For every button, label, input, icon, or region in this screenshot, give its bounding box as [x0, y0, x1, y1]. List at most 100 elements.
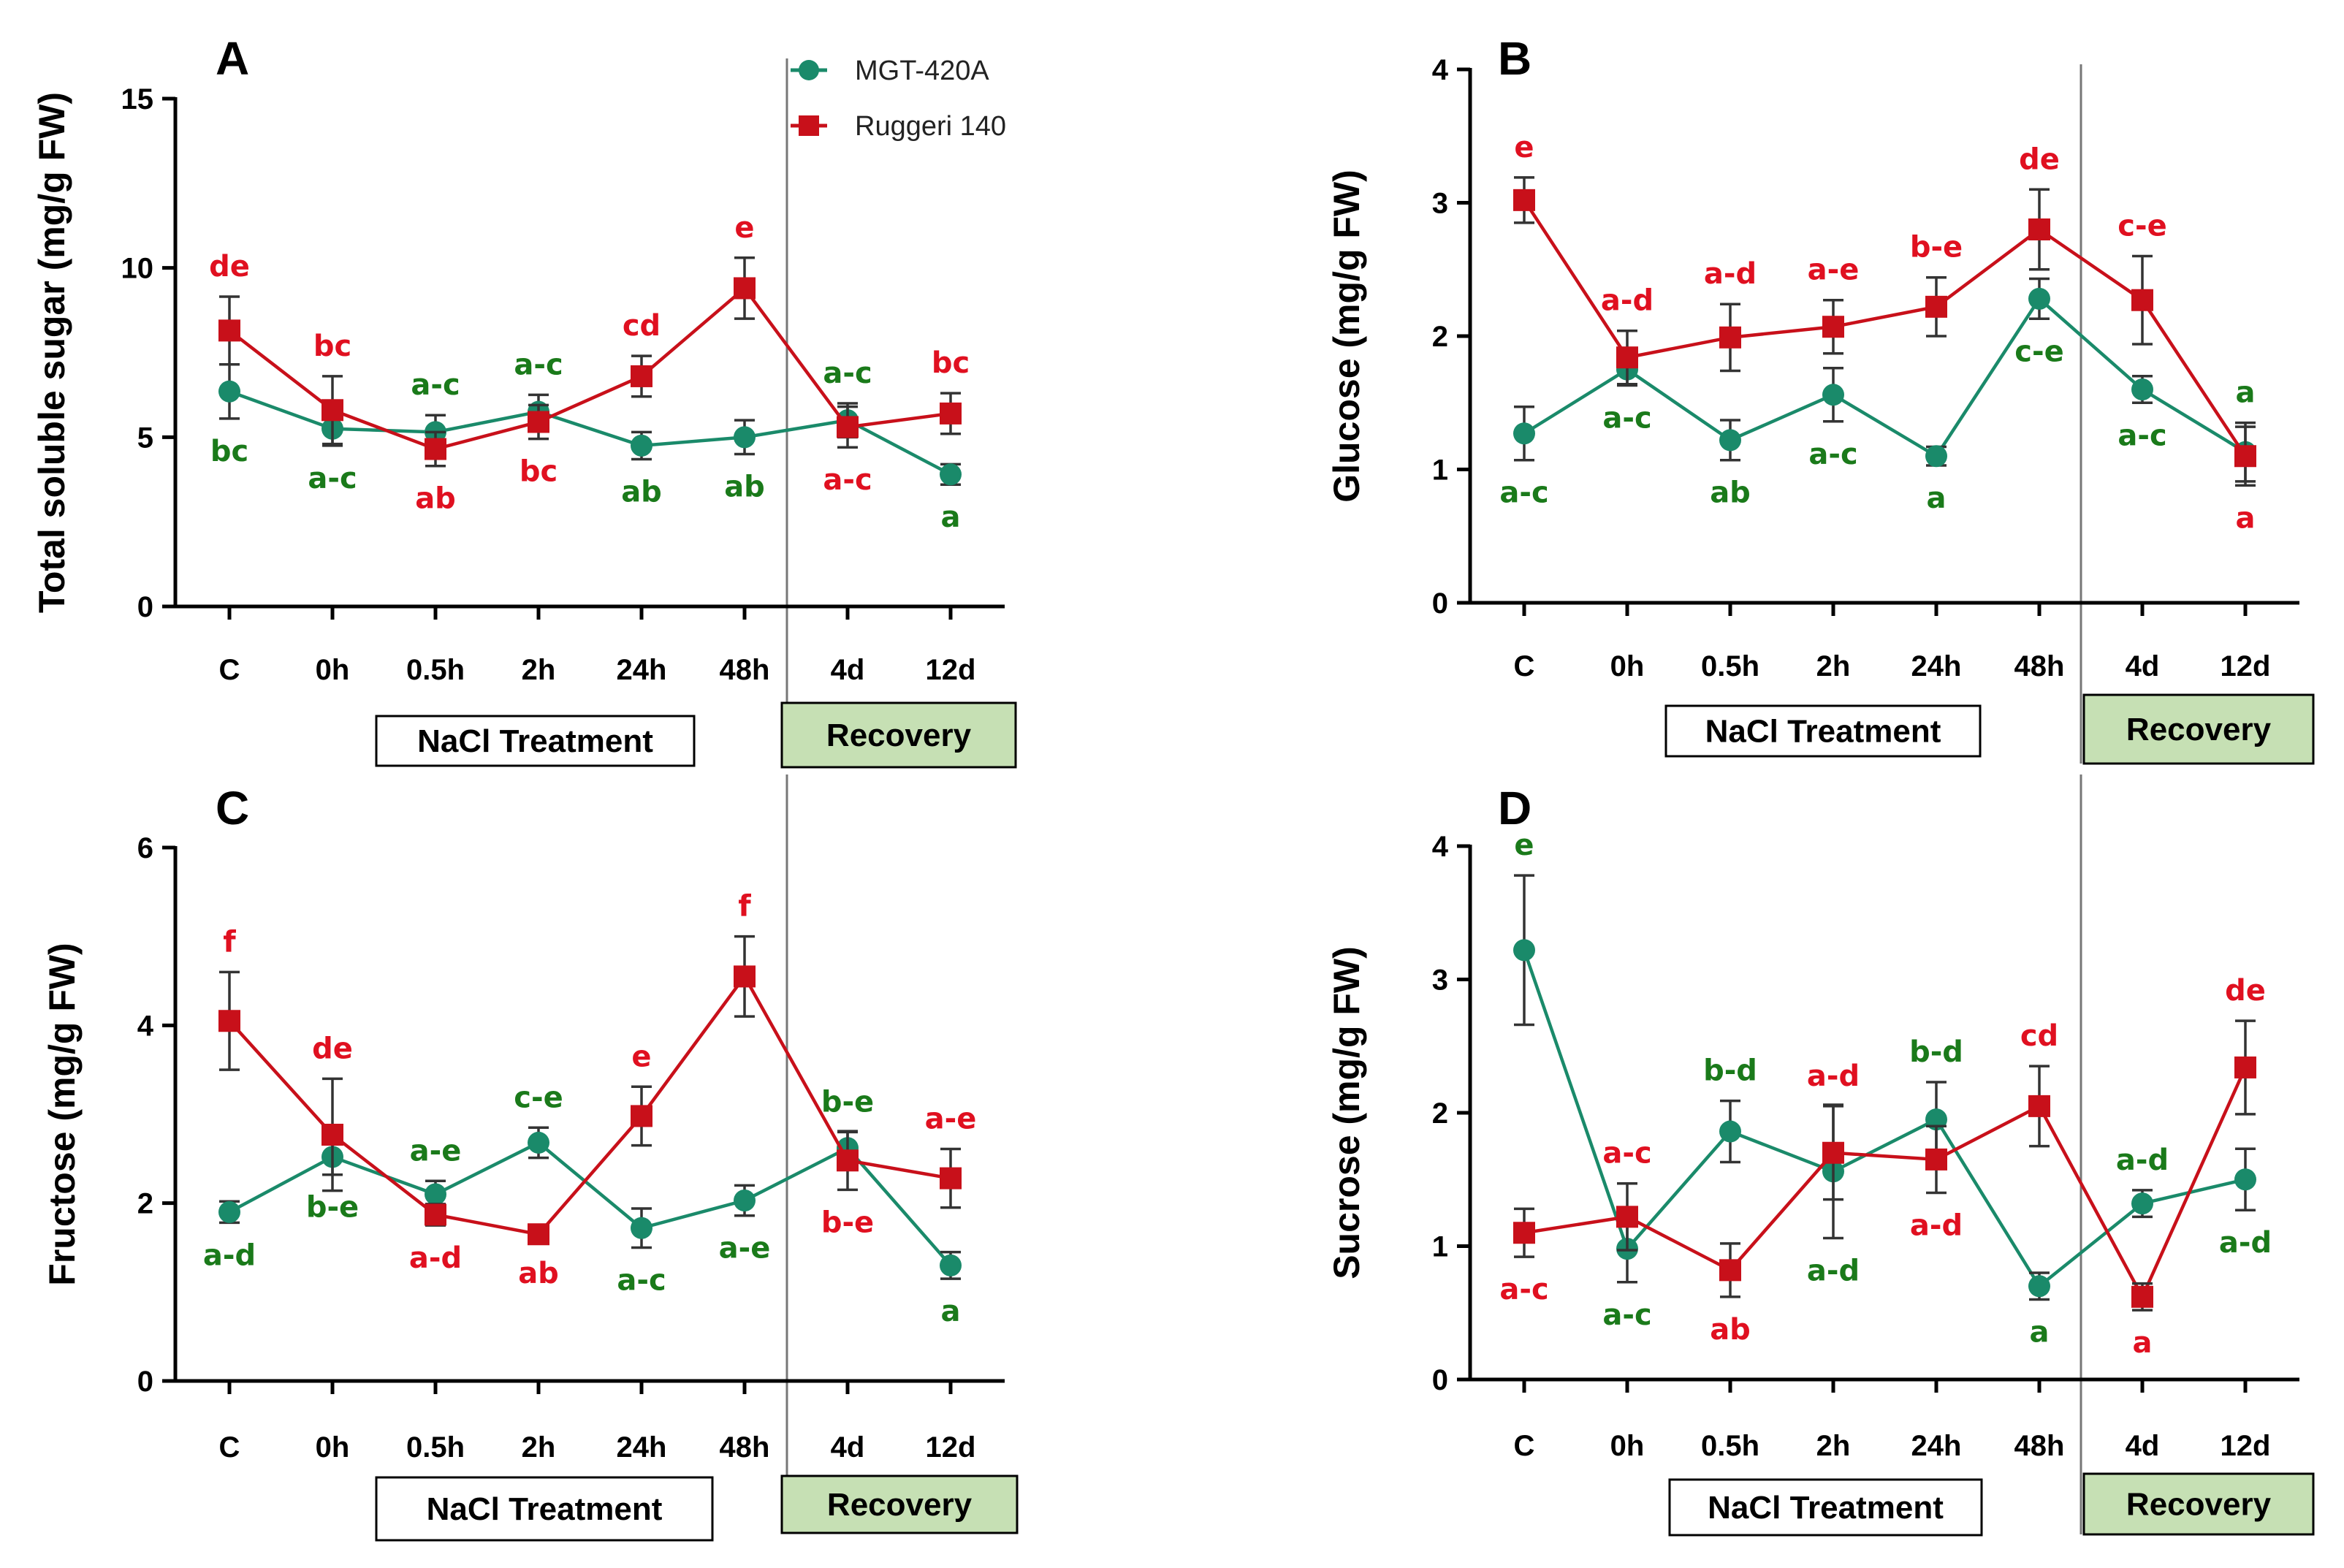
legend-mgt-marker: [799, 60, 819, 80]
significance-label: a-c: [1602, 402, 1651, 435]
significance-label: a: [2236, 501, 2256, 535]
data-point: [631, 434, 652, 457]
x-tick-label: 24h: [617, 654, 667, 686]
nacl-treatment-label: NaCl Treatment: [427, 1491, 663, 1527]
x-tick-label: 0.5h: [406, 1431, 465, 1464]
significance-label: a: [1927, 482, 1947, 515]
series-mgt-420a: e a-c b-d a-d b-d a a-d a-d: [1513, 829, 2272, 1350]
x-tick-label: 0h: [316, 654, 350, 686]
significance-label: ab: [1710, 1313, 1751, 1347]
nacl-treatment-box: [1668, 1478, 1983, 1537]
x-tick-label: 12d: [2221, 650, 2271, 682]
series-ruggeri-140: de bc ab bc cd e a-c bc: [209, 211, 970, 516]
series-line: [1523, 296, 2247, 459]
legend-mgt-label: MGT-420A: [855, 56, 989, 86]
y-tick-label: 5: [137, 422, 153, 454]
panel-letter: C: [216, 782, 249, 834]
data-point: [425, 438, 446, 460]
significance-label: a-c: [411, 368, 460, 402]
significance-label: e: [1514, 829, 1534, 862]
significance-label: de: [2225, 974, 2266, 1008]
y-tick-label: 6: [137, 832, 153, 864]
significance-label: bc: [210, 435, 248, 468]
y-tick-label: 2: [137, 1188, 153, 1220]
significance-label: a-c: [514, 348, 563, 381]
significance-label: a-c: [1602, 1298, 1651, 1332]
data-point: [2131, 1192, 2153, 1215]
data-point: [2028, 287, 2050, 310]
data-point: [2131, 378, 2153, 400]
y-tick-label: 2: [1432, 321, 1448, 353]
x-tick-label: 48h: [2014, 650, 2065, 682]
data-point: [734, 1190, 756, 1212]
x-tick-label: 24h: [617, 1431, 667, 1464]
nacl-treatment-label: NaCl Treatment: [1705, 714, 1941, 750]
data-point: [2131, 1285, 2153, 1308]
data-point: [940, 1167, 962, 1190]
x-tick-label: 48h: [2014, 1430, 2065, 1462]
x-tick-label: 24h: [1911, 650, 1962, 682]
data-point: [1822, 384, 1844, 406]
series-ruggeri-140: a-c a-c ab a-d a-d cd a de: [1499, 974, 2266, 1360]
significance-label: b-d: [1703, 1054, 1757, 1088]
data-point: [2131, 289, 2153, 311]
significance-label: a-d: [2116, 1143, 2169, 1177]
data-point: [1719, 1120, 1741, 1143]
x-tick-label: 12d: [926, 1431, 976, 1464]
data-point: [1925, 445, 1947, 468]
data-point: [1925, 1148, 1947, 1171]
data-point: [631, 1217, 652, 1239]
significance-label: a: [941, 501, 961, 534]
data-point: [2028, 1095, 2050, 1117]
series-mgt-420a: bc a-c a-c a-c ab ab a-c a: [210, 348, 962, 534]
significance-label: ab: [518, 1257, 559, 1290]
y-tick-label: 2: [1432, 1097, 1448, 1130]
series-line: [1523, 199, 2247, 457]
y-axis-label: Total soluble sugar (mg/g FW): [31, 92, 72, 613]
x-tick-label: 2h: [1816, 650, 1851, 682]
data-point: [425, 1203, 446, 1226]
x-tick-label: 0.5h: [1701, 650, 1759, 682]
significance-label: a-c: [2117, 419, 2166, 452]
significance-label: a-c: [617, 1264, 666, 1298]
x-tick-label: 4d: [831, 654, 865, 686]
x-tick-label: 4d: [2126, 1430, 2160, 1462]
y-axis-label: Glucose (mg/g FW): [1326, 170, 1367, 503]
x-tick-label: 0h: [1610, 1430, 1645, 1462]
significance-label: de: [209, 250, 250, 283]
significance-label: c-e: [2014, 335, 2063, 368]
panel-letter: D: [1498, 782, 1531, 834]
y-tick-label: 0: [137, 591, 153, 623]
panel-letter: B: [1498, 32, 1531, 85]
data-point: [1719, 326, 1741, 349]
series-line: [228, 1141, 952, 1267]
data-point: [1719, 429, 1741, 452]
y-tick-label: 1: [1432, 1231, 1448, 1263]
x-tick-label: C: [219, 1431, 240, 1464]
data-point: [2234, 445, 2256, 468]
significance-label: c-e: [514, 1081, 563, 1114]
data-point: [218, 1010, 240, 1032]
y-tick-label: 1: [1432, 454, 1448, 487]
y-axis-label: Sucrose (mg/g FW): [1326, 946, 1367, 1279]
nacl-treatment-box: [1664, 704, 1982, 758]
x-tick-label: 4d: [2126, 650, 2160, 682]
data-point: [1513, 189, 1535, 211]
panel-letter: A: [216, 32, 249, 85]
significance-label: a-d: [1807, 1255, 1860, 1288]
data-point: [528, 1131, 549, 1154]
x-tick-label: 48h: [720, 1431, 770, 1464]
significance-label: a-d: [203, 1238, 256, 1272]
data-point: [631, 365, 652, 387]
significance-label: de: [312, 1032, 353, 1065]
significance-label: ab: [415, 482, 456, 516]
x-tick-label: 0h: [1610, 650, 1645, 682]
panel-c: 0 2 4 6 C 0h 0.5h 2h 24h 48h 4d 12d Fructose (mg/g F…: [42, 775, 1019, 1542]
data-point: [528, 411, 549, 433]
significance-label: b-d: [1909, 1035, 1963, 1069]
significance-label: cd: [623, 309, 661, 343]
data-point: [218, 380, 240, 403]
significance-label: a-c: [823, 357, 872, 390]
